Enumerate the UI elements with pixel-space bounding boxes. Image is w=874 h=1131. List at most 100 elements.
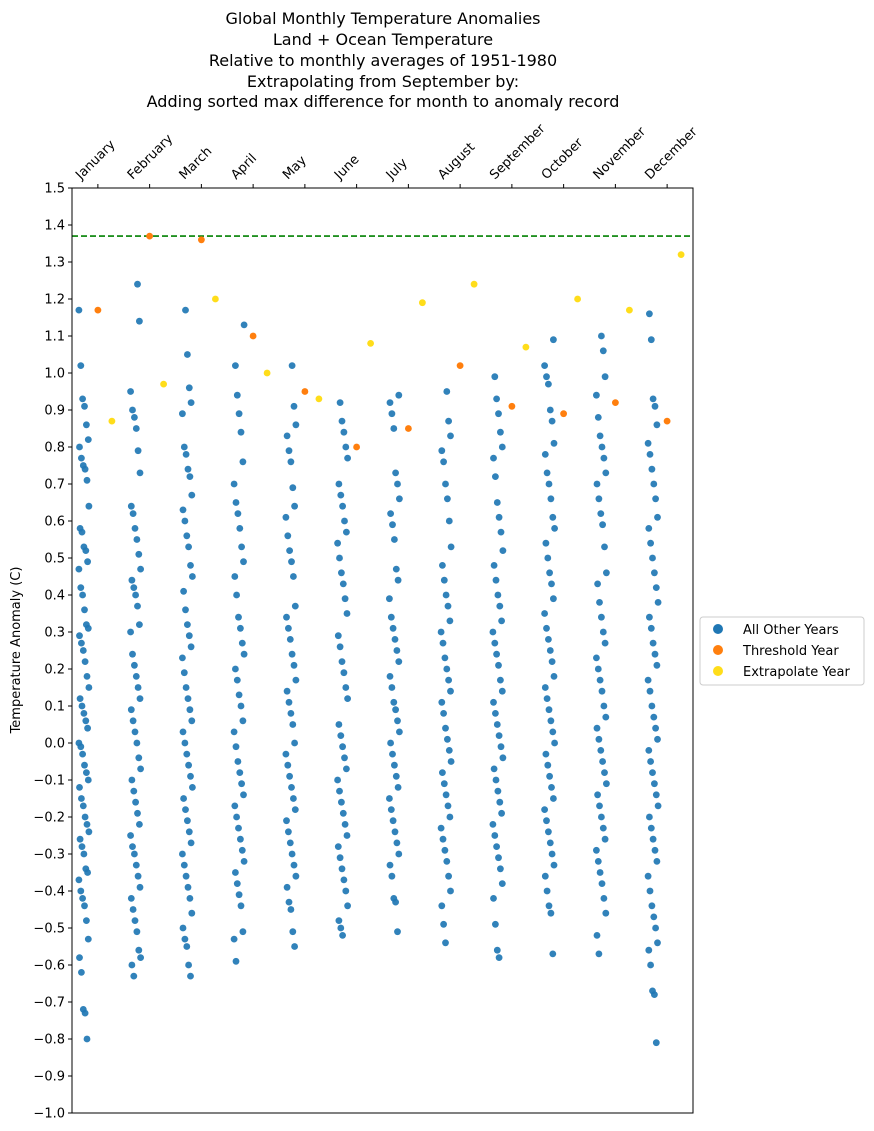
point-all-other-years xyxy=(651,569,658,577)
point-all-other-years xyxy=(439,769,446,776)
point-all-other-years xyxy=(545,706,553,714)
point-all-other-years xyxy=(548,784,555,791)
point-all-other-years xyxy=(180,443,188,451)
point-all-other-years xyxy=(444,802,452,810)
point-all-other-years xyxy=(134,872,142,880)
point-all-other-years xyxy=(187,839,195,847)
point-all-other-years xyxy=(543,624,550,632)
point-extrapolate-year xyxy=(263,369,271,377)
x-tick-label: April xyxy=(228,151,260,183)
point-all-other-years xyxy=(232,665,239,673)
y-tick-label: 0.5 xyxy=(44,552,65,567)
point-all-other-years xyxy=(392,706,399,714)
y-axis-label: Temperature Anomaly (C) xyxy=(9,567,24,735)
point-all-other-years xyxy=(129,906,137,913)
point-all-other-years xyxy=(438,902,446,910)
point-all-other-years xyxy=(389,750,396,758)
point-all-other-years xyxy=(654,599,662,606)
data-points xyxy=(75,232,685,1047)
point-all-other-years xyxy=(445,676,452,684)
point-all-other-years xyxy=(179,506,187,514)
point-all-other-years xyxy=(136,821,143,828)
point-all-other-years xyxy=(649,835,657,843)
point-all-other-years xyxy=(127,502,135,510)
point-all-other-years xyxy=(598,813,605,821)
point-all-other-years xyxy=(547,717,555,725)
point-all-other-years xyxy=(78,795,85,802)
point-all-other-years xyxy=(441,846,449,854)
point-all-other-years xyxy=(386,673,394,680)
y-tick-label: −0.9 xyxy=(33,1070,65,1085)
point-all-other-years xyxy=(134,684,142,691)
point-all-other-years xyxy=(440,576,448,584)
point-all-other-years xyxy=(185,632,193,640)
point-all-other-years xyxy=(391,828,399,836)
point-all-other-years xyxy=(644,676,652,684)
point-extrapolate-year xyxy=(626,306,633,314)
point-all-other-years xyxy=(550,861,558,869)
y-tick-label: −0.6 xyxy=(33,959,65,974)
point-threshold-year xyxy=(353,443,360,451)
point-all-other-years xyxy=(337,924,345,932)
point-all-other-years xyxy=(541,872,549,880)
point-all-other-years xyxy=(284,761,292,769)
point-all-other-years xyxy=(83,1035,91,1043)
point-all-other-years xyxy=(127,388,134,395)
point-all-other-years xyxy=(389,624,397,632)
y-tick-label: 0.4 xyxy=(44,589,65,604)
point-extrapolate-year xyxy=(574,295,581,303)
point-all-other-years xyxy=(541,451,549,458)
point-all-other-years xyxy=(180,587,188,595)
point-all-other-years xyxy=(188,491,196,499)
point-all-other-years xyxy=(343,610,351,617)
point-all-other-years xyxy=(132,798,140,806)
point-all-other-years xyxy=(599,347,607,355)
point-all-other-years xyxy=(390,425,398,432)
point-all-other-years xyxy=(182,872,190,880)
point-all-other-years xyxy=(651,650,659,658)
point-all-other-years xyxy=(595,495,603,503)
point-all-other-years xyxy=(335,917,343,924)
title-line-2: Land + Ocean Temperature xyxy=(273,30,493,49)
point-all-other-years xyxy=(594,580,601,588)
point-all-other-years xyxy=(338,417,346,425)
point-all-other-years xyxy=(593,724,601,732)
point-all-other-years xyxy=(290,661,298,669)
point-all-other-years xyxy=(344,454,351,462)
point-all-other-years xyxy=(550,336,557,344)
point-all-other-years xyxy=(185,543,193,551)
point-all-other-years xyxy=(131,525,139,532)
point-all-other-years xyxy=(179,410,186,418)
point-all-other-years xyxy=(650,713,658,721)
point-all-other-years xyxy=(340,669,348,677)
point-all-other-years xyxy=(445,417,452,425)
point-all-other-years xyxy=(546,839,554,847)
point-all-other-years xyxy=(392,772,400,780)
point-all-other-years xyxy=(180,669,188,677)
point-all-other-years xyxy=(287,906,295,913)
point-all-other-years xyxy=(240,791,247,799)
point-all-other-years xyxy=(341,517,348,525)
point-all-other-years xyxy=(184,465,192,473)
point-all-other-years xyxy=(130,972,138,980)
point-all-other-years xyxy=(646,813,653,821)
point-all-other-years xyxy=(646,613,653,621)
point-all-other-years xyxy=(493,395,500,403)
point-all-other-years xyxy=(288,784,295,791)
point-all-other-years xyxy=(285,898,293,906)
point-all-other-years xyxy=(132,591,140,599)
point-all-other-years xyxy=(131,917,139,924)
point-all-other-years xyxy=(545,902,553,910)
point-all-other-years xyxy=(181,739,189,747)
point-all-other-years xyxy=(550,795,557,802)
point-all-other-years xyxy=(440,710,447,717)
point-all-other-years xyxy=(283,613,290,621)
point-all-other-years xyxy=(646,887,654,895)
point-all-other-years xyxy=(336,643,344,651)
point-all-other-years xyxy=(182,306,189,314)
point-all-other-years xyxy=(75,876,83,884)
point-all-other-years xyxy=(442,724,449,732)
point-all-other-years xyxy=(648,702,656,710)
point-all-other-years xyxy=(654,735,661,743)
point-all-other-years xyxy=(499,547,507,554)
